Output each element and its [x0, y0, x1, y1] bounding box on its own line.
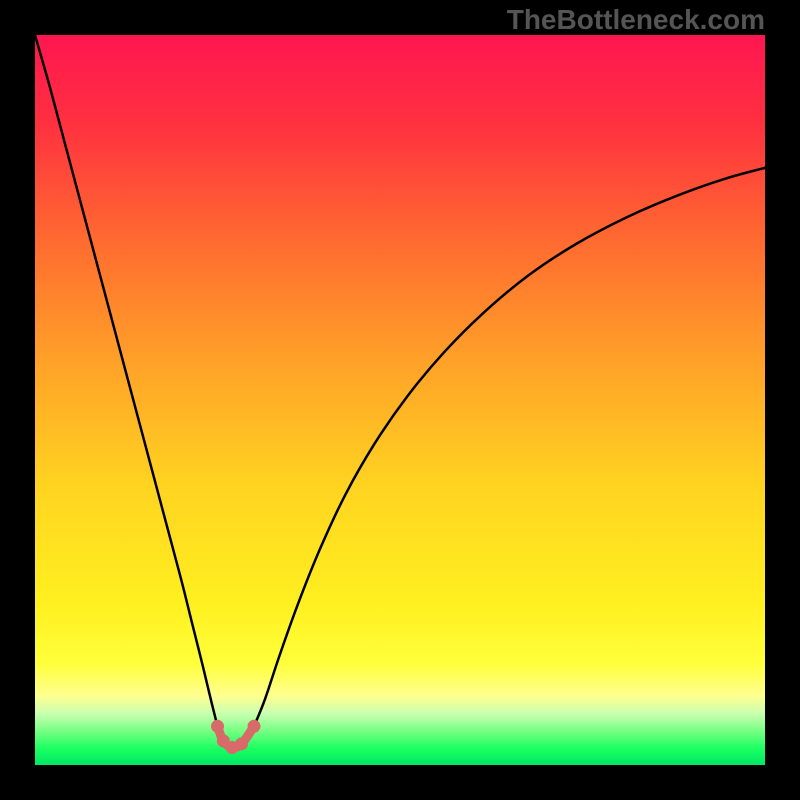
optimal-marker-3 — [235, 737, 248, 750]
chart-container: TheBottleneck.com — [0, 0, 800, 800]
bottleneck-curve-plot — [35, 35, 765, 765]
optimal-marker-4 — [248, 720, 261, 733]
watermark-text: TheBottleneck.com — [507, 4, 765, 36]
optimal-marker-0 — [211, 720, 224, 733]
plot-background — [35, 35, 765, 765]
